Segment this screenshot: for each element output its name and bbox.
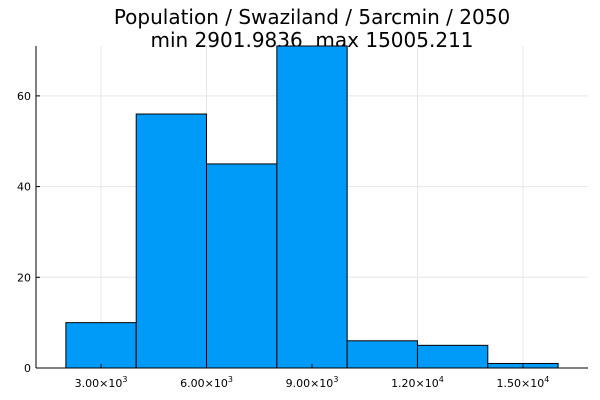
y-tick-labels: 0 20 40 60 xyxy=(17,90,40,375)
x-tick-label: 9.00×103 xyxy=(286,375,339,390)
histogram-bar xyxy=(346,340,418,369)
y-tick-label: 20 xyxy=(17,271,31,284)
x-tick-label: 1.50×104 xyxy=(497,375,550,390)
bars xyxy=(65,45,559,369)
histogram-bar xyxy=(65,322,137,369)
x-tick-label: 6.00×103 xyxy=(180,375,233,390)
histogram-bar xyxy=(135,113,208,369)
x-tick-label: 1.20×104 xyxy=(391,375,444,390)
chart-title: Population / Swaziland / 5arcmin / 2050 xyxy=(114,5,510,29)
y-tick-label: 60 xyxy=(17,90,31,103)
y-tick-label: 0 xyxy=(24,362,31,375)
y-tick-label: 40 xyxy=(17,181,31,194)
x-tick-labels: 3.00×103 6.00×103 9.00×103 1.20×104 1.50×104 xyxy=(75,364,550,390)
histogram-bar xyxy=(276,45,348,369)
histogram-bar xyxy=(416,344,489,369)
x-tick-label: 3.00×103 xyxy=(75,375,128,390)
histogram-bar xyxy=(206,163,278,369)
